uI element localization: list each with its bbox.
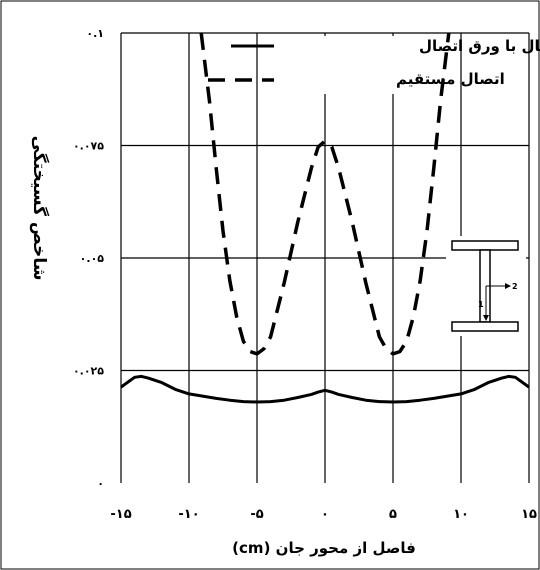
y-tick-label: ۰.۰۵ [80,252,105,265]
legend-background [266,36,422,94]
axis-label-2: 2 [512,282,518,291]
y-axis-title: شاخص گسیختگی [29,136,50,281]
legend-label-solid: اتصال با ورق اتصال [419,37,540,55]
x-tick-label: ۱۵ [521,507,537,522]
x-tick-label: ۱۰ [453,507,469,522]
series-line-direct-connection [199,33,451,356]
axis-label-1: 1 [478,300,484,309]
x-axis-title: فاصل از محور جان (cm) [232,539,416,557]
axis-arrow-2-head [505,283,511,289]
x-tick-label: -۵ [250,507,263,522]
legend: اتصال با ورق اتصال اتصال مستقیم [208,36,540,94]
i-beam-bottom-flange [451,321,519,332]
x-tick-label: ۰ [321,507,329,522]
x-tick-label: -۱۰ [178,507,199,522]
i-beam-inset: 2 1 [446,236,526,336]
axis-arrow-1-head [483,315,489,321]
y-tick-label: ۰.۱ [86,27,104,40]
x-tick-labels: -۱۵ -۱۰ -۵ ۰ ۵ ۱۰ ۱۵ [110,507,537,522]
y-tick-labels: ۰ ۰.۰۲۵ ۰.۰۵ ۰.۰۷۵ ۰.۱ [73,27,104,490]
x-tick-label: -۱۵ [110,507,131,522]
legend-label-dashed: اتصال مستقیم [396,70,505,88]
i-beam-top-flange [451,240,519,251]
x-tick-label: ۵ [389,507,397,522]
y-tick-label: ۰.۰۲۵ [73,365,104,378]
y-tick-label: ۰ [97,477,104,490]
y-tick-label: ۰.۰۷۵ [73,140,104,153]
series-line-plate-connection [121,374,529,404]
